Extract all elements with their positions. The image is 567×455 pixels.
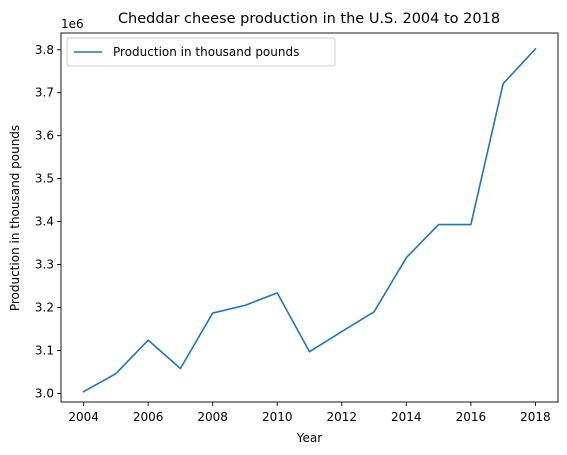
y-tick-label: 3.0 <box>35 386 54 400</box>
x-axis-ticks: 2004 2006 2008 2010 2012 2014 2016 2018 <box>68 402 551 424</box>
y-tick-label: 3.3 <box>35 258 54 272</box>
x-axis-label: Year <box>296 431 322 445</box>
legend-box <box>66 37 336 67</box>
x-tick-label: 2010 <box>262 410 293 424</box>
y-axis-ticks: 3.0 3.1 3.2 3.3 3.4 3.5 3.6 3.7 3.8 <box>35 43 61 400</box>
y-tick-label: 3.6 <box>35 129 54 143</box>
plot-area <box>60 32 559 403</box>
y-tick-label: 3.4 <box>35 215 54 229</box>
y-tick-label: 3.7 <box>35 86 54 100</box>
y-tick-label: 3.8 <box>35 43 54 57</box>
legend-entry-label: Production in thousand pounds <box>113 45 299 59</box>
series-line <box>82 47 537 393</box>
x-tick-label: 2014 <box>391 410 422 424</box>
y-tick-label: 3.5 <box>35 172 54 186</box>
x-tick-label: 2012 <box>326 410 357 424</box>
x-tick-label: 2008 <box>197 410 228 424</box>
x-tick-label: 2004 <box>68 410 99 424</box>
x-tick-label: 2018 <box>520 410 551 424</box>
y-offset-label: 1e6 <box>61 17 84 31</box>
x-tick-label: 2016 <box>456 410 487 424</box>
chart-title: Cheddar cheese production in the U.S. 20… <box>118 11 500 27</box>
y-tick-label: 3.1 <box>35 343 54 357</box>
plot-frame <box>60 32 559 403</box>
legend: Production in thousand pounds <box>66 37 336 67</box>
y-axis-label: Production in thousand pounds <box>8 125 22 311</box>
x-tick-label: 2006 <box>133 410 164 424</box>
y-tick-label: 3.2 <box>35 300 54 314</box>
